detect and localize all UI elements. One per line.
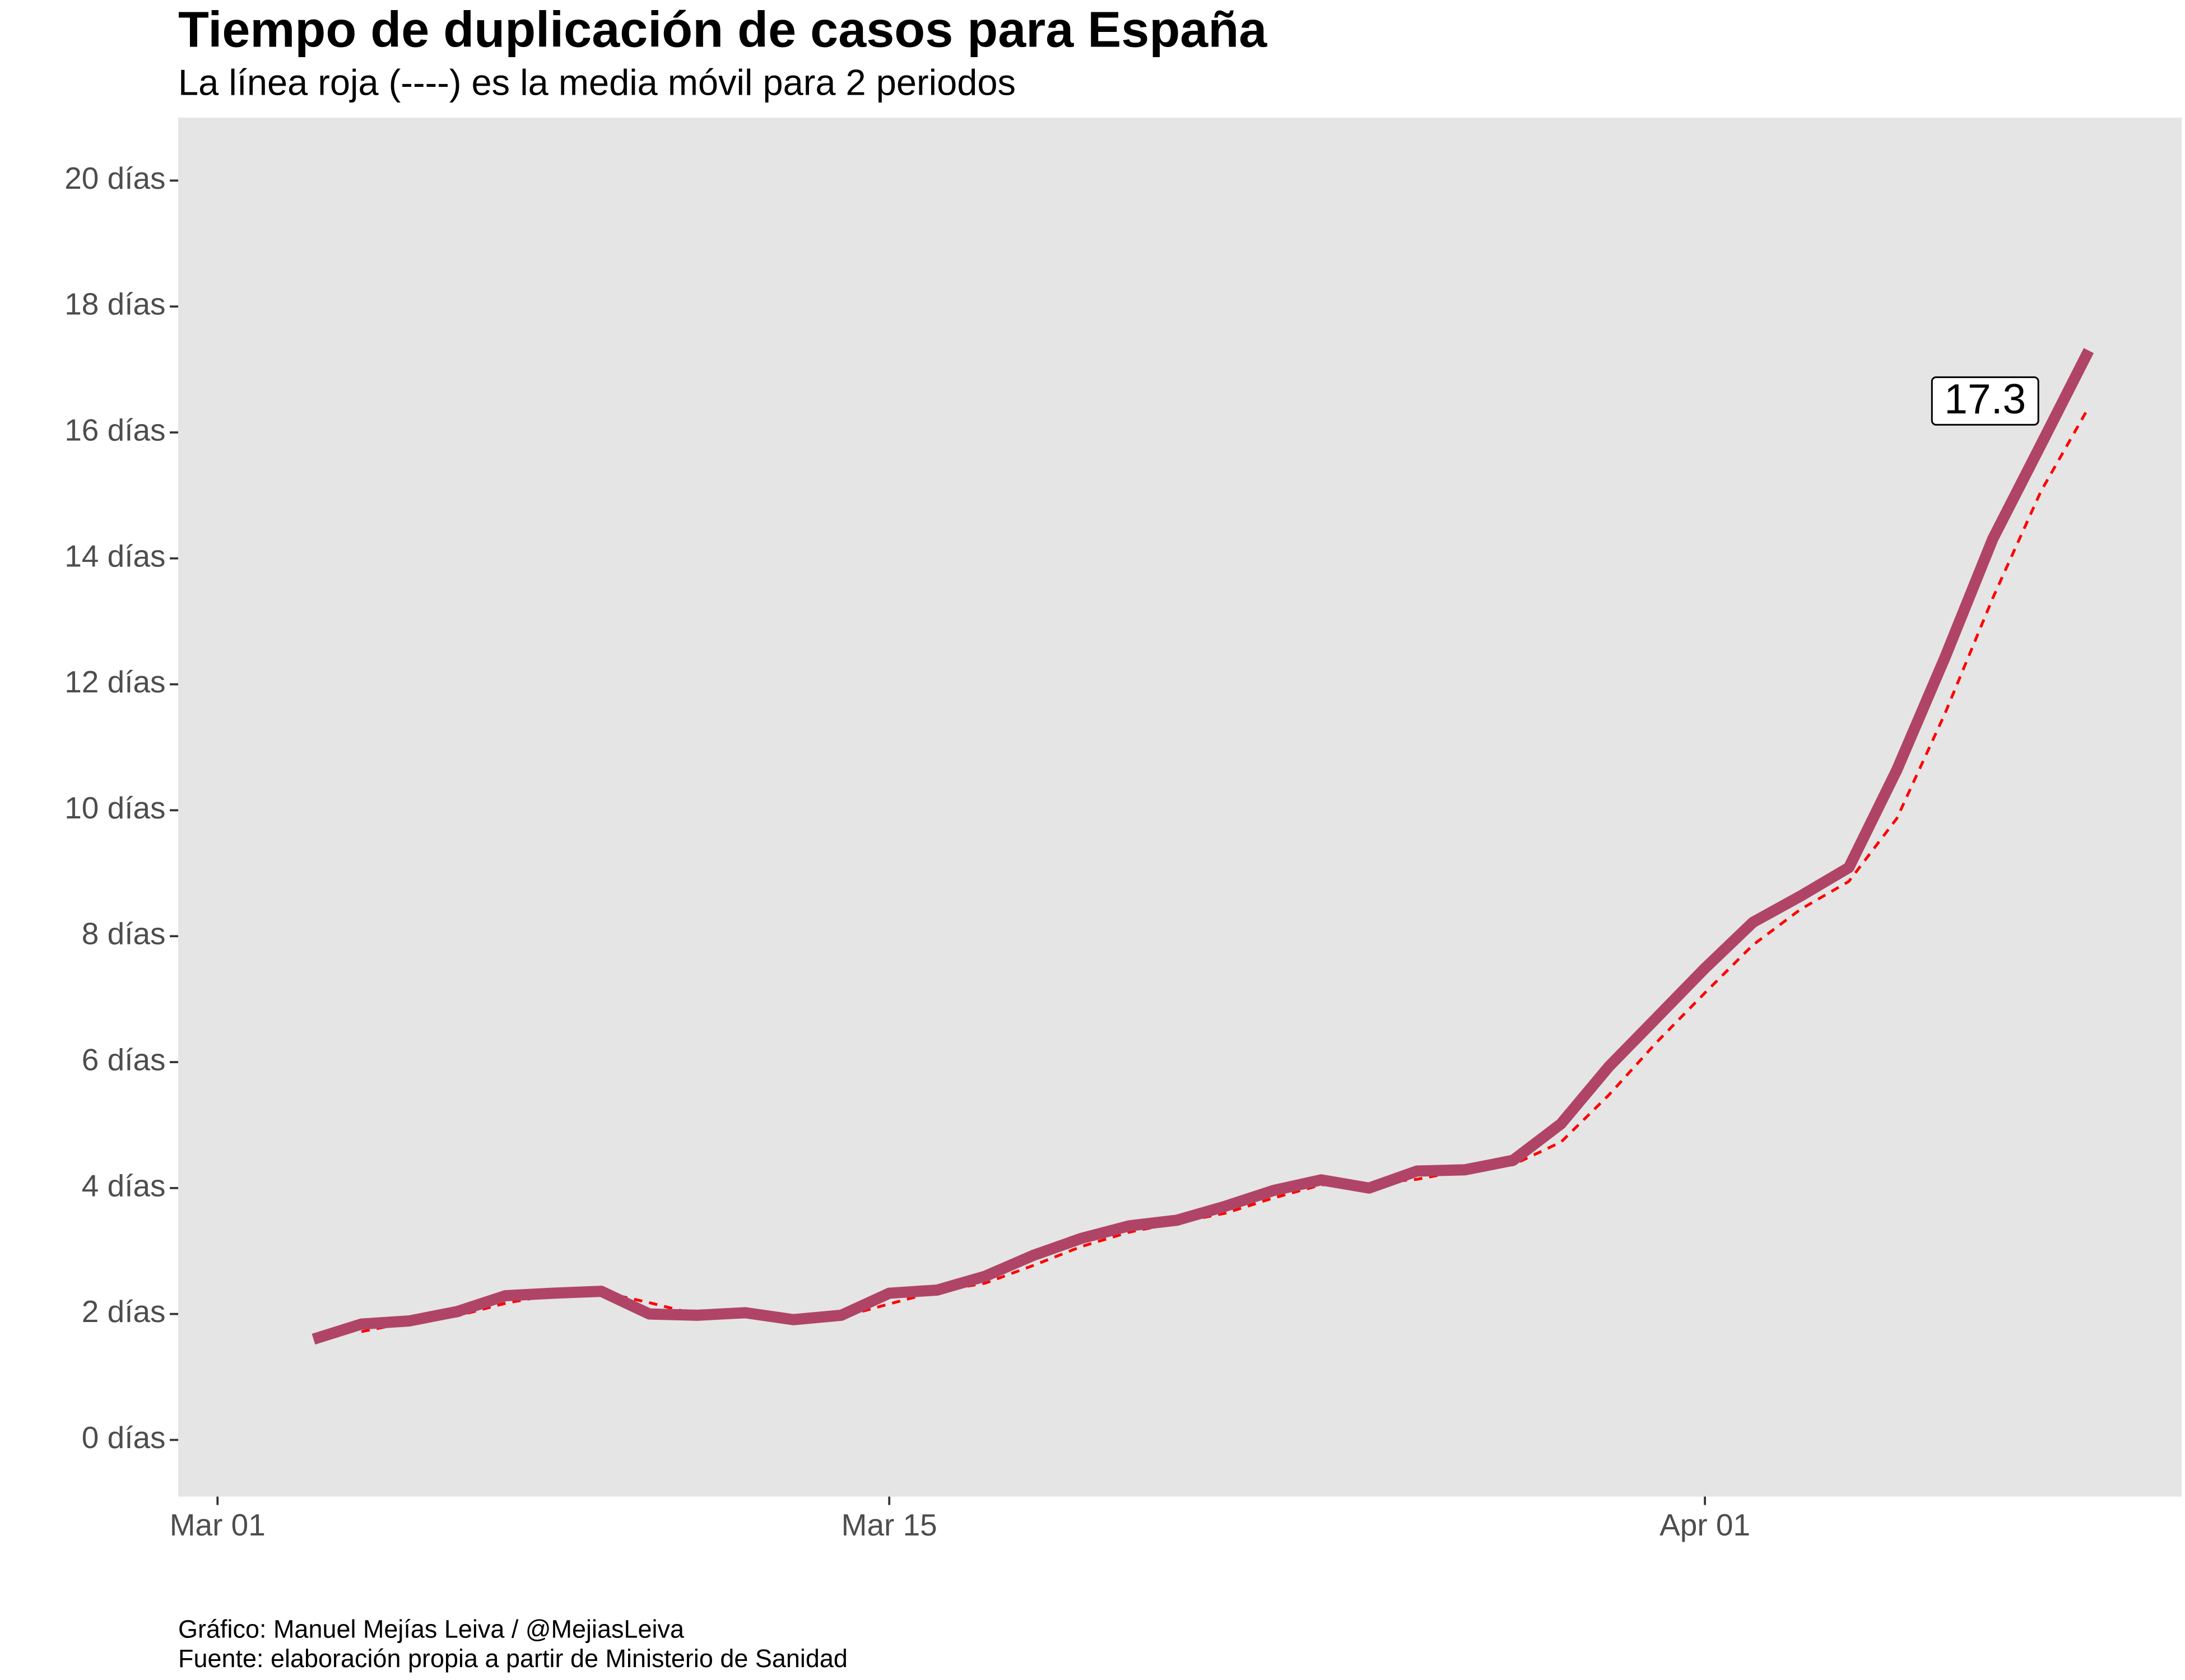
chart-subtitle: La línea roja (----) es la media móvil p… [178,62,1016,103]
y-tick-label: 18 días [64,287,165,322]
y-tick-label: 16 días [64,412,165,447]
x-tick-label: Mar 15 [842,1507,937,1542]
y-tick-label: 14 días [64,538,165,573]
series-line [361,406,2090,1333]
y-tick-label: 20 días [64,161,165,196]
x-tick-label: Mar 01 [170,1507,266,1542]
caption: Fuente: elaboración propia a partir de M… [178,1644,848,1673]
series-line [312,348,2094,1345]
y-tick-label: 0 días [82,1420,166,1455]
y-tick-label: 10 días [64,790,165,825]
x-tick-label: Apr 01 [1659,1507,1750,1542]
data-label: 17.3 [1944,375,2026,422]
y-tick-label: 4 días [82,1168,166,1203]
y-tick-label: 12 días [64,664,165,699]
plot-panel [178,117,2182,1497]
label-box [1931,376,2039,426]
y-tick-label: 6 días [82,1043,166,1077]
caption: Gráfico: Manuel Mejías Leiva / @MejiasLe… [178,1614,685,1643]
y-tick-label: 8 días [82,916,166,951]
chart-title: Tiempo de duplicación de casos para Espa… [178,2,1267,58]
y-tick-label: 2 días [82,1294,166,1329]
